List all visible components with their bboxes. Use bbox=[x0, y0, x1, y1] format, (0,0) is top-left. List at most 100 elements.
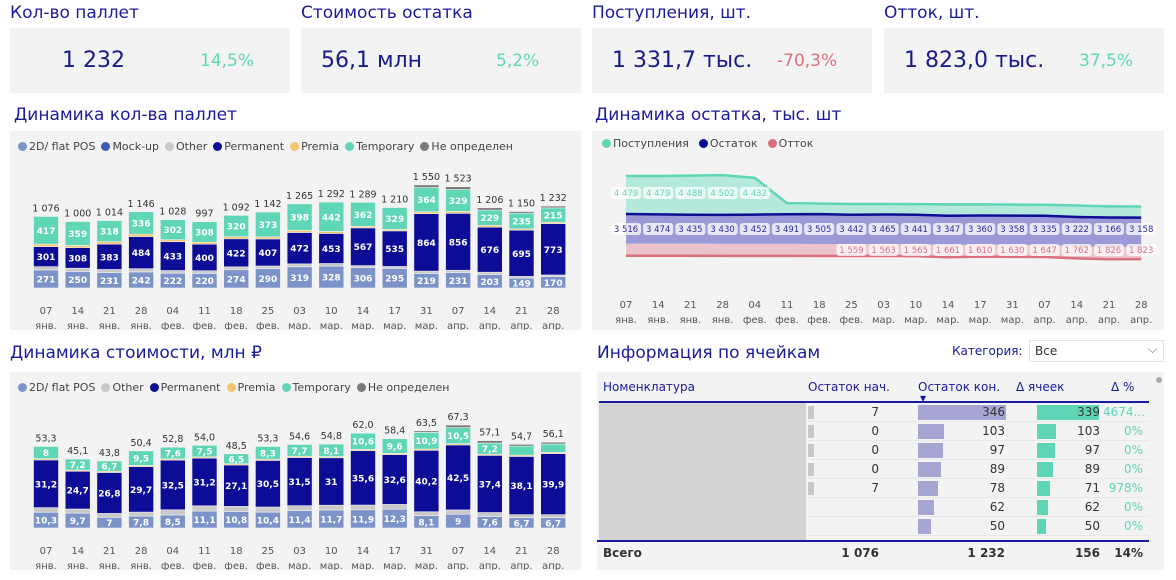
scrollbar[interactable] bbox=[1156, 377, 1162, 383]
bar-segment-premia[interactable] bbox=[286, 230, 313, 233]
bar-segment-permanent[interactable] bbox=[223, 464, 249, 507]
bar-segment-other[interactable] bbox=[223, 506, 249, 512]
bar-segment-other[interactable] bbox=[508, 514, 535, 519]
column-header[interactable]: Остаток кон. bbox=[918, 380, 1001, 394]
bar-segment-temporary[interactable] bbox=[160, 446, 186, 460]
bar-segment-undefined[interactable] bbox=[508, 444, 535, 447]
bar-segment-other[interactable] bbox=[445, 509, 471, 515]
legend-item[interactable]: Permanent bbox=[213, 140, 284, 153]
bar-segment-permanent[interactable] bbox=[381, 454, 408, 505]
bar-segment-other[interactable] bbox=[318, 263, 345, 267]
bar-segment-other[interactable] bbox=[223, 266, 249, 271]
legend-item[interactable]: Premia bbox=[290, 140, 339, 153]
column-header[interactable]: Номенклатура bbox=[603, 380, 695, 394]
bar-segment-permanent[interactable] bbox=[381, 230, 408, 267]
bar-segment-temporary[interactable] bbox=[96, 460, 123, 472]
bar-segment-premia[interactable] bbox=[33, 243, 59, 247]
bar-segment-permanent[interactable] bbox=[350, 450, 376, 506]
bar-segment-temporary[interactable] bbox=[223, 453, 249, 465]
bar-segment-temporary[interactable] bbox=[381, 207, 408, 230]
bar-segment-undefined[interactable] bbox=[445, 186, 471, 190]
bar-segment-premia[interactable] bbox=[96, 241, 123, 245]
bar-segment-temporary[interactable] bbox=[286, 203, 313, 231]
bar-segment-other[interactable] bbox=[33, 507, 59, 513]
bar-segment-other[interactable] bbox=[286, 505, 313, 511]
bar-segment-temporary[interactable] bbox=[191, 445, 218, 458]
bar-segment-temporary[interactable] bbox=[255, 211, 281, 238]
bar-segment-undefined[interactable] bbox=[540, 441, 567, 445]
bar-segment-temporary[interactable] bbox=[381, 438, 408, 454]
bar-segment-other[interactable] bbox=[476, 271, 503, 275]
bar-segment-permanent[interactable] bbox=[540, 453, 567, 515]
bar-segment-temporary[interactable] bbox=[223, 215, 249, 237]
bar-segment-permanent[interactable] bbox=[540, 223, 567, 276]
bar-segment-temporary[interactable] bbox=[128, 450, 154, 466]
bar-segment-other[interactable] bbox=[64, 267, 91, 272]
bar-segment-permanent[interactable] bbox=[350, 227, 376, 266]
bar-segment-permanent[interactable] bbox=[255, 238, 281, 267]
bar-segment-permanent[interactable] bbox=[445, 213, 471, 271]
bar-segment-other[interactable] bbox=[318, 504, 345, 511]
legend-item[interactable]: Temporary bbox=[281, 381, 351, 394]
bar-segment-premia[interactable] bbox=[128, 233, 154, 237]
bar-segment-temporary[interactable] bbox=[318, 201, 345, 232]
bar-segment-permanent[interactable] bbox=[508, 456, 535, 515]
bar-segment-permanent[interactable] bbox=[255, 460, 281, 508]
series-line-temporary[interactable] bbox=[626, 173, 1142, 208]
bar-segment-premia[interactable] bbox=[255, 236, 281, 240]
bar-segment-temporary[interactable] bbox=[64, 458, 91, 471]
bar-segment-other[interactable] bbox=[64, 508, 91, 514]
bar-segment-undefined[interactable] bbox=[540, 205, 567, 209]
table-row[interactable]: 0 97 97 0% bbox=[807, 441, 1149, 460]
bar-segment-other[interactable] bbox=[96, 269, 123, 273]
legend-item[interactable]: Не определен bbox=[420, 140, 513, 153]
bar-segment-other[interactable] bbox=[191, 505, 218, 512]
bar-segment-permanent[interactable] bbox=[413, 449, 440, 513]
table-row[interactable]: 7 78 71 978% bbox=[807, 479, 1149, 498]
bar-segment-temporary[interactable] bbox=[33, 446, 59, 459]
bar-segment-temporary[interactable] bbox=[255, 446, 281, 460]
legend-item[interactable]: Mock-up bbox=[101, 140, 159, 153]
bar-segment-permanent[interactable] bbox=[318, 233, 345, 264]
bar-segment-temporary[interactable] bbox=[286, 444, 313, 457]
bar-segment-temporary[interactable] bbox=[350, 432, 376, 450]
legend-item[interactable]: Other bbox=[165, 140, 207, 153]
table-row[interactable]: 50 50 0% bbox=[807, 517, 1149, 536]
legend-item[interactable]: Other bbox=[101, 381, 144, 394]
legend-item[interactable]: 2D/ flat POS bbox=[18, 381, 95, 394]
legend-item[interactable]: Permanent bbox=[149, 381, 221, 394]
bar-segment-temporary[interactable] bbox=[64, 221, 91, 246]
bar-segment-premia[interactable] bbox=[64, 245, 91, 249]
bar-segment-temporary[interactable] bbox=[128, 211, 154, 235]
bar-segment-temporary[interactable] bbox=[191, 221, 218, 243]
bar-segment-other[interactable] bbox=[476, 512, 503, 517]
bar-segment-temporary[interactable] bbox=[540, 443, 567, 453]
bar-segment-permanent[interactable] bbox=[96, 472, 123, 514]
bar-segment-other[interactable] bbox=[33, 266, 59, 271]
table-row[interactable]: 7 346 339 4674... bbox=[807, 403, 1149, 422]
bar-segment-other[interactable] bbox=[540, 514, 567, 519]
bar-segment-other[interactable] bbox=[128, 511, 154, 517]
bar-segment-permanent[interactable] bbox=[160, 459, 186, 511]
bar-segment-other[interactable] bbox=[191, 270, 218, 274]
bar-segment-other[interactable] bbox=[413, 270, 440, 274]
bar-segment-temporary[interactable] bbox=[318, 443, 345, 457]
bar-segment-other[interactable] bbox=[381, 504, 408, 510]
bar-segment-undefined[interactable] bbox=[445, 424, 471, 428]
table-row[interactable]: 0 89 89 0% bbox=[807, 460, 1149, 479]
bar-segment-other[interactable] bbox=[255, 506, 281, 513]
bar-segment-temporary[interactable] bbox=[508, 445, 535, 456]
series-line-negative[interactable] bbox=[626, 254, 1142, 261]
sort-desc-icon[interactable]: ▼ bbox=[920, 394, 927, 403]
bar-segment-temporary[interactable] bbox=[350, 201, 376, 227]
bar-segment-permanent[interactable] bbox=[223, 238, 249, 268]
bar-segment-permanent[interactable] bbox=[96, 243, 123, 270]
bar-segment-temporary[interactable] bbox=[33, 216, 59, 245]
bar-segment-temporary[interactable] bbox=[413, 187, 440, 213]
bar-segment-other[interactable] bbox=[128, 268, 154, 273]
bar-segment-temporary[interactable] bbox=[96, 220, 123, 243]
bar-segment-undefined[interactable] bbox=[413, 430, 440, 433]
bar-segment-other[interactable] bbox=[286, 263, 313, 268]
bar-segment-other[interactable] bbox=[350, 504, 376, 511]
series-line-permanent[interactable] bbox=[625, 212, 1142, 219]
